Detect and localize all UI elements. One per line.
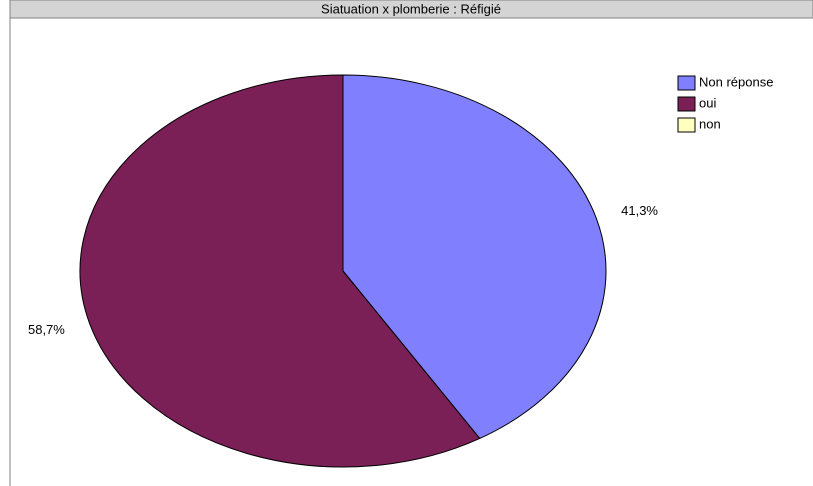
title-bar [9,0,813,19]
legend-label: oui [699,95,716,110]
pie-slice [79,74,481,468]
pie-slice [342,74,607,440]
legend-label: Non réponse [699,74,773,89]
legend-swatch [677,117,696,133]
data-label: 41,3% [621,203,658,218]
data-label: 58,7% [28,322,65,337]
chart-title: Siatuation x plomberie : Réfigié [321,1,501,16]
legend-swatch [677,75,696,91]
legend-swatch [677,96,696,112]
legend-label: non [699,116,721,131]
